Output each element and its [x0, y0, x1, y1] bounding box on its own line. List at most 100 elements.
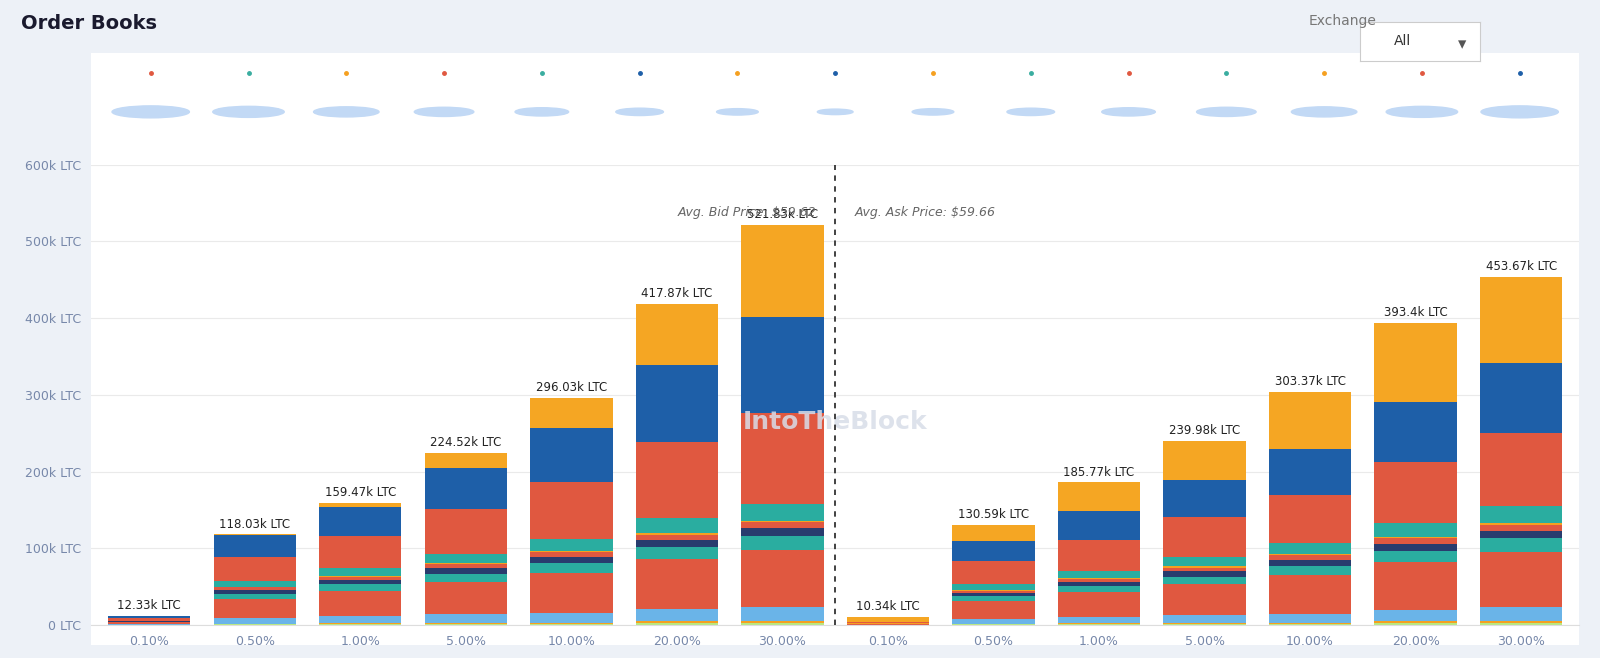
Bar	[214, 534, 296, 536]
Text: All: All	[1394, 34, 1411, 49]
Bar	[952, 541, 1035, 561]
Bar	[635, 559, 718, 609]
Bar	[424, 624, 507, 625]
Bar	[1480, 524, 1562, 530]
Bar	[318, 580, 402, 584]
Ellipse shape	[1386, 107, 1458, 117]
Bar	[1163, 441, 1246, 480]
Bar	[530, 552, 613, 557]
Text: Avg. Bid Price: $59.62: Avg. Bid Price: $59.62	[677, 206, 816, 219]
Bar	[1058, 482, 1141, 511]
Bar	[1480, 552, 1562, 607]
Bar	[424, 509, 507, 554]
Bar	[1269, 543, 1352, 554]
Bar	[741, 522, 824, 528]
Bar	[952, 584, 1035, 590]
Bar	[109, 616, 190, 617]
Bar	[214, 590, 296, 594]
Bar	[214, 624, 296, 625]
Ellipse shape	[717, 109, 758, 115]
Bar	[318, 584, 402, 592]
Ellipse shape	[112, 106, 189, 118]
Bar	[214, 588, 296, 590]
Bar	[530, 482, 613, 539]
Text: 10.34k LTC: 10.34k LTC	[856, 600, 920, 613]
Bar	[1163, 517, 1246, 557]
Text: IntoTheBlock: IntoTheBlock	[742, 411, 928, 434]
Bar	[741, 622, 824, 625]
Bar	[424, 582, 507, 615]
Bar	[635, 534, 718, 540]
Bar	[635, 304, 718, 365]
Bar	[1058, 592, 1141, 617]
Bar	[530, 551, 613, 552]
Bar	[1374, 537, 1456, 538]
Bar	[1163, 584, 1246, 615]
Bar	[424, 569, 507, 574]
Bar	[1269, 392, 1352, 449]
Bar	[1058, 586, 1141, 592]
Bar	[1480, 622, 1562, 625]
Text: 159.47k LTC: 159.47k LTC	[325, 486, 395, 499]
Bar	[741, 550, 824, 607]
Text: 393.4k LTC: 393.4k LTC	[1384, 306, 1448, 319]
Bar	[1374, 544, 1456, 551]
Text: Order Books: Order Books	[21, 14, 157, 34]
Ellipse shape	[314, 107, 379, 117]
Bar	[1269, 495, 1352, 543]
Text: 296.03k LTC: 296.03k LTC	[536, 381, 606, 394]
Bar	[424, 565, 507, 569]
Bar	[952, 601, 1035, 619]
Bar	[952, 591, 1035, 593]
Bar	[1269, 575, 1352, 613]
Bar	[530, 398, 613, 428]
Bar	[214, 580, 296, 587]
Bar	[1269, 622, 1352, 624]
Bar	[530, 624, 613, 625]
Bar	[1480, 538, 1562, 552]
Bar	[635, 621, 718, 622]
Bar	[318, 569, 402, 576]
Bar	[1269, 566, 1352, 575]
Bar	[741, 536, 824, 550]
Bar	[1058, 622, 1141, 624]
Bar	[635, 519, 718, 533]
Text: 12.33k LTC: 12.33k LTC	[117, 599, 181, 612]
Ellipse shape	[213, 107, 285, 117]
Bar	[846, 617, 930, 622]
Bar	[1480, 523, 1562, 524]
Bar	[952, 596, 1035, 601]
Bar	[530, 622, 613, 624]
Bar	[424, 622, 507, 624]
Text: 453.67k LTC: 453.67k LTC	[1485, 260, 1557, 273]
Text: 224.52k LTC: 224.52k LTC	[430, 436, 501, 449]
Bar	[318, 536, 402, 569]
Bar	[530, 563, 613, 573]
Text: 239.98k LTC: 239.98k LTC	[1170, 424, 1240, 437]
Bar	[846, 622, 930, 623]
Bar	[1269, 613, 1352, 622]
Bar	[1374, 621, 1456, 622]
Bar	[635, 533, 718, 534]
Text: 521.83k LTC: 521.83k LTC	[747, 208, 818, 220]
Bar	[214, 619, 296, 624]
Bar	[1163, 615, 1246, 622]
Bar	[1058, 582, 1141, 586]
Bar	[1163, 571, 1246, 576]
Bar	[214, 536, 296, 557]
Text: 303.37k LTC: 303.37k LTC	[1275, 375, 1346, 388]
Bar	[424, 574, 507, 582]
Ellipse shape	[1197, 107, 1256, 116]
Bar	[741, 413, 824, 504]
Bar	[952, 619, 1035, 624]
Bar	[424, 563, 507, 565]
Bar	[952, 593, 1035, 596]
Bar	[741, 224, 824, 317]
Bar	[1058, 624, 1141, 625]
Bar	[1058, 579, 1141, 582]
Bar	[1374, 401, 1456, 462]
Bar	[952, 561, 1035, 584]
Ellipse shape	[515, 108, 568, 116]
Bar	[635, 622, 718, 625]
Bar	[318, 622, 402, 624]
